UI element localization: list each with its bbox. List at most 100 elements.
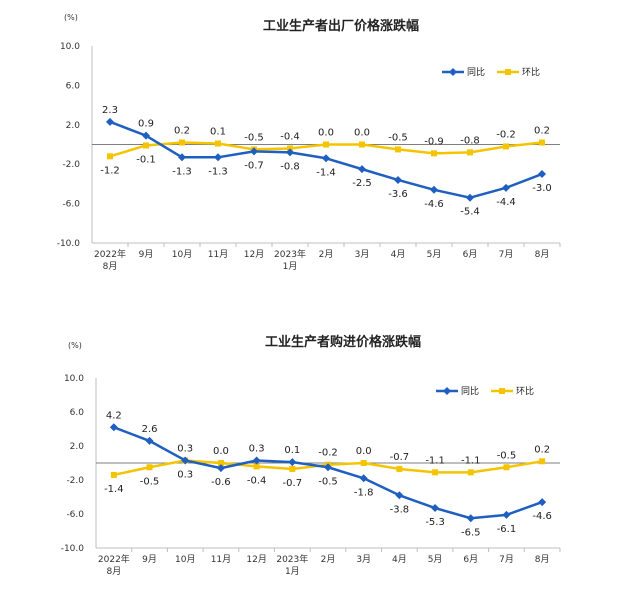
data-label-yoy: -6.5 [461, 527, 481, 538]
point-yoy [142, 131, 150, 140]
point-mom [539, 139, 545, 146]
point-yoy [538, 170, 546, 179]
x-tick-label: 12月 [246, 554, 266, 565]
data-label-mom: -0.5 [244, 132, 264, 143]
chart-purchase-price: 工业生产者购进价格涨跌幅 (%) 10.0 6.0 2.0 -2.0 -6.0 -10.0 20… [61, 334, 561, 577]
data-label-mom: -0.2 [318, 448, 338, 459]
point-mom [179, 139, 185, 146]
data-label-yoy: -0.7 [244, 160, 264, 171]
point-yoy [106, 117, 114, 126]
point-yoy [466, 193, 474, 202]
data-label-mom: 0.2 [534, 126, 550, 137]
x-tick-label: 9月 [139, 249, 154, 260]
point-mom [431, 150, 437, 157]
data-label-mom: -0.7 [390, 452, 410, 463]
point-yoy [359, 474, 368, 483]
point-yoy [322, 154, 330, 163]
data-label-mom: 0.3 [177, 469, 193, 480]
data-label-yoy: -1.3 [208, 166, 228, 177]
y-tick-label: -6.0 [62, 200, 80, 210]
x-tick-label: 7月 [499, 554, 514, 565]
point-mom [289, 465, 296, 472]
y-tick-label: 10.0 [64, 374, 84, 384]
y-unit-label: (%) [68, 341, 82, 350]
data-label-mom: -0.7 [283, 478, 303, 489]
x-tick-label: 5月 [428, 554, 443, 565]
data-label-yoy: -3.0 [532, 183, 552, 194]
chart-title: 工业生产者购进价格涨跌幅 [265, 334, 421, 350]
point-mom [539, 458, 546, 465]
point-yoy [394, 175, 402, 184]
data-label-yoy: -5.4 [460, 207, 480, 218]
data-label-mom: 0.2 [174, 126, 190, 137]
point-mom [107, 153, 113, 160]
point-mom [432, 469, 439, 476]
x-tick-label: 8月 [535, 554, 550, 565]
legend-marker [449, 68, 457, 76]
x-tick-label: 2023年 1月 [276, 553, 308, 577]
data-label-mom: -0.5 [388, 132, 408, 143]
legend-label: 同比 [467, 66, 485, 78]
point-yoy [466, 514, 475, 523]
data-label-yoy: -0.8 [280, 161, 300, 172]
data-label-yoy: 0.1 [284, 445, 300, 456]
point-yoy [214, 153, 222, 162]
point-yoy [395, 491, 404, 500]
point-yoy [288, 458, 297, 467]
point-mom [215, 140, 221, 147]
y-unit-label: (%) [64, 13, 78, 22]
data-label-yoy: 0.3 [177, 443, 193, 454]
chart-title: 工业生产者出厂价格涨跌幅 [263, 18, 419, 34]
point-mom [359, 141, 365, 148]
legend-marker [499, 388, 505, 394]
x-tick-label: 4月 [392, 554, 407, 565]
data-label-yoy: -1.8 [354, 487, 374, 498]
data-label-mom: -0.8 [460, 135, 480, 146]
data-label-mom: -0.2 [496, 129, 516, 140]
point-mom [503, 464, 510, 471]
data-label-mom: -0.4 [247, 475, 267, 486]
x-tick-label: 3月 [356, 554, 371, 565]
data-label-mom: -1.4 [104, 484, 124, 495]
legend-label: 环比 [516, 385, 534, 397]
data-label-mom: -1.2 [100, 165, 120, 176]
data-label-mom: -1.1 [425, 455, 445, 466]
y-tick-label: -2.0 [62, 160, 80, 170]
data-label-yoy: 0.9 [138, 119, 154, 130]
point-yoy [358, 165, 366, 174]
x-tick-label: 2月 [321, 554, 336, 565]
point-yoy [216, 464, 225, 473]
point-mom [253, 463, 260, 470]
data-label-mom: -0.9 [424, 136, 444, 147]
point-mom [503, 143, 509, 150]
data-label-yoy: -3.8 [390, 504, 410, 515]
point-mom [323, 141, 329, 148]
data-label-yoy: -4.6 [532, 511, 552, 522]
data-label-mom: -0.4 [280, 131, 300, 142]
point-yoy [431, 504, 440, 513]
y-tick-label: 2.0 [66, 121, 81, 131]
point-yoy [252, 456, 261, 465]
point-mom [467, 149, 473, 156]
x-tick-label: 2022年 8月 [98, 553, 130, 577]
legend-label: 环比 [522, 66, 540, 78]
point-mom [110, 471, 117, 478]
point-yoy [538, 498, 547, 507]
data-label-mom: 0.0 [356, 446, 372, 457]
x-tick-label: 10月 [172, 249, 192, 260]
data-label-mom: 0.0 [318, 128, 334, 139]
data-label-yoy: -0.6 [211, 477, 231, 488]
point-mom [146, 464, 153, 471]
data-label-mom: 0.1 [210, 127, 226, 138]
data-label-yoy: -4.4 [496, 197, 516, 208]
y-tick-label: -10.0 [61, 544, 85, 554]
data-label-yoy: 4.2 [106, 410, 122, 421]
point-mom [467, 469, 474, 476]
data-label-yoy: -0.5 [318, 476, 338, 487]
point-yoy [502, 510, 511, 519]
legend-label: 同比 [461, 385, 479, 397]
point-yoy [502, 183, 510, 192]
y-tick-label: -6.0 [66, 510, 84, 520]
data-label-mom: 0.2 [534, 444, 550, 455]
data-label-mom: 0.0 [354, 128, 370, 139]
